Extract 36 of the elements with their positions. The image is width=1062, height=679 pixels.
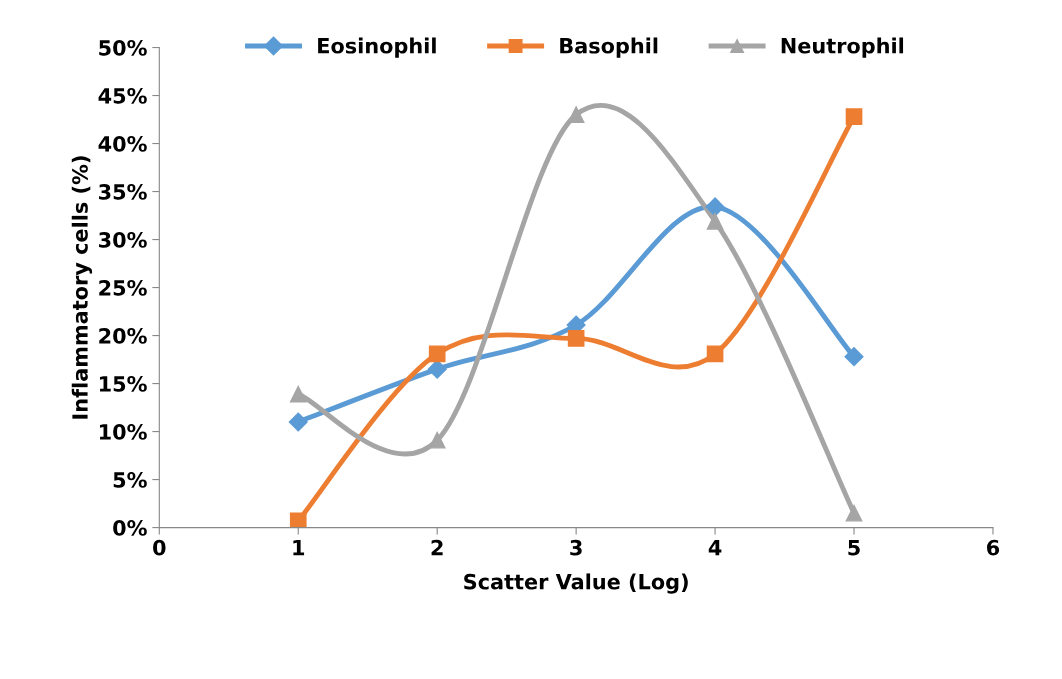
y-tick-label: 40% — [98, 135, 147, 152]
x-tick-label: 5 — [848, 540, 860, 556]
x-tick-label: 4 — [708, 540, 722, 556]
x-tick-label: 3 — [570, 539, 582, 556]
y-tick-label: 5% — [113, 472, 147, 488]
legend-label: Neutrophil — [781, 37, 904, 58]
legend-label: Basophil — [560, 37, 658, 58]
y-tick-label: 0% — [113, 520, 147, 536]
y-axis-title: Inflammatory cells (%) — [71, 156, 93, 419]
point — [289, 385, 307, 403]
point — [288, 412, 308, 432]
point — [706, 345, 724, 363]
y-tick-label: 10% — [99, 424, 147, 440]
y-tick-label: 35% — [99, 184, 147, 200]
point — [289, 512, 307, 528]
legend-label: Eosinophil — [318, 37, 436, 58]
point — [567, 330, 585, 347]
point — [428, 431, 446, 449]
point — [705, 197, 725, 217]
point — [428, 345, 446, 363]
point — [845, 504, 863, 522]
point — [706, 212, 724, 230]
x-axis-title: Scatter Value (Log) — [464, 573, 688, 594]
y-tick-label: 25% — [99, 280, 147, 296]
point — [427, 359, 447, 379]
y-tick-label: 45% — [98, 87, 147, 104]
x-tick-label: 2 — [431, 539, 443, 556]
x-tick-label: 1 — [293, 540, 305, 556]
y-tick-label: 30% — [99, 232, 147, 248]
point — [844, 347, 864, 367]
x-tick-label: 6 — [987, 539, 1000, 556]
y-tick-label: 15% — [99, 376, 147, 392]
x-tick-label: 0 — [153, 539, 166, 556]
y-tick-label: 50% — [99, 39, 147, 56]
y-tick-label: 20% — [99, 328, 147, 344]
point — [845, 108, 863, 125]
